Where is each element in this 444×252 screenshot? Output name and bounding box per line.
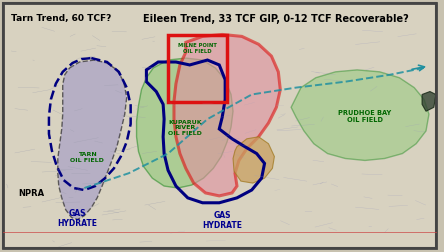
Text: Tarn Trend, 60 TCF?: Tarn Trend, 60 TCF? xyxy=(11,14,111,23)
Polygon shape xyxy=(174,35,280,196)
Polygon shape xyxy=(233,137,274,183)
Text: PRUDHOE BAY
OIL FIELD: PRUDHOE BAY OIL FIELD xyxy=(338,109,392,122)
FancyBboxPatch shape xyxy=(3,4,436,248)
Text: TARN
OIL FIELD: TARN OIL FIELD xyxy=(71,151,104,162)
Polygon shape xyxy=(58,61,127,220)
Polygon shape xyxy=(137,59,233,188)
Bar xyxy=(168,36,227,103)
Text: Eileen Trend, 33 TCF GIP, 0-12 TCF Recoverable?: Eileen Trend, 33 TCF GIP, 0-12 TCF Recov… xyxy=(143,14,409,24)
Text: GAS
HYDRATE: GAS HYDRATE xyxy=(57,208,98,227)
Text: GAS
HYDRATE: GAS HYDRATE xyxy=(202,210,242,229)
Text: NPRA: NPRA xyxy=(18,189,44,198)
Text: MILNE POINT
OIL FIELD: MILNE POINT OIL FIELD xyxy=(178,43,217,54)
Polygon shape xyxy=(422,92,436,112)
Text: KUPARUK
RIVER
OIL FIELD: KUPARUK RIVER OIL FIELD xyxy=(168,119,202,136)
Polygon shape xyxy=(291,71,429,161)
